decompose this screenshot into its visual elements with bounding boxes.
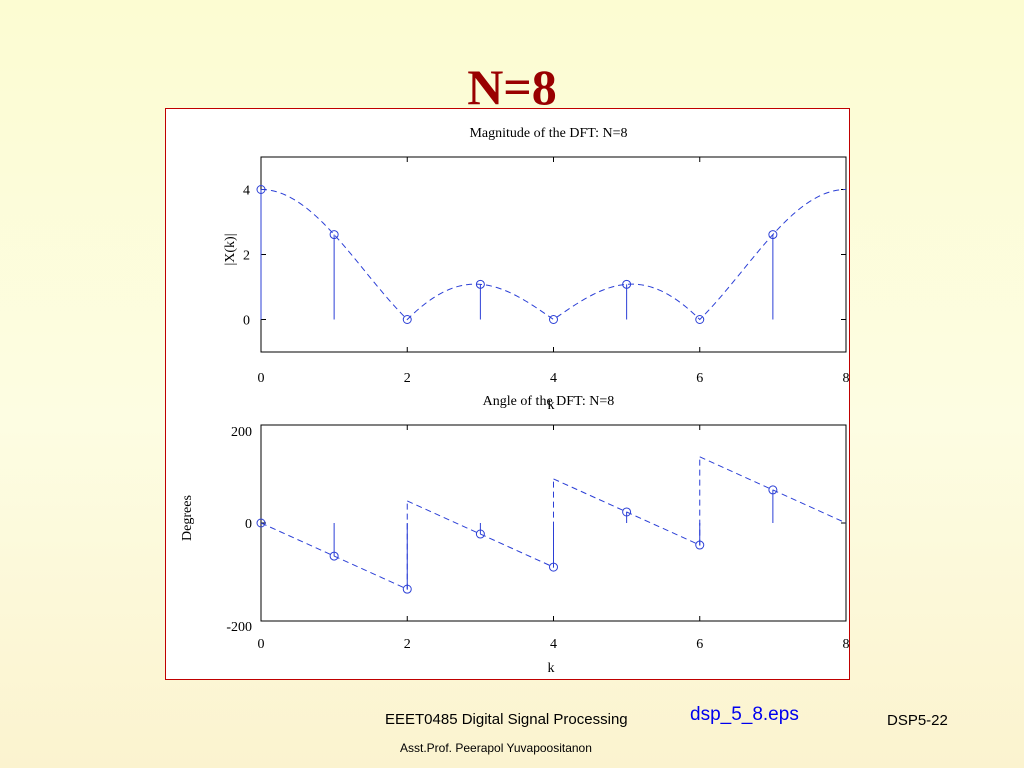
angle-stem-marker (622, 507, 632, 517)
magnitude-stem-marker (329, 230, 339, 240)
angle-stem-marker (329, 551, 339, 561)
slide-number: DSP5-22 (887, 712, 948, 729)
angle-stem-marker (768, 485, 778, 495)
magnitude-x-tick-label: 6 (696, 371, 703, 386)
magnitude-stem-marker (622, 279, 632, 289)
author-name: Asst.Prof. Peerapol Yuvapoositanon (400, 741, 592, 755)
magnitude-stem-marker (695, 315, 705, 324)
angle-x-tick-label: 6 (696, 637, 703, 652)
magnitude-axes-frame (260, 156, 847, 353)
magnitude-stem-marker (768, 230, 778, 240)
magnitude-y-tick-label: 2 (243, 249, 250, 264)
angle-y-tick-label: 200 (231, 425, 252, 440)
slide-title: N=8 (467, 59, 557, 115)
magnitude-x-tick-label: 8 (843, 371, 850, 386)
angle-x-tick-label: 0 (258, 637, 265, 652)
magnitude-y-tick-label: 0 (243, 314, 250, 329)
angle-y-tick-label: -200 (226, 620, 252, 635)
angle-stem-marker (402, 584, 412, 594)
magnitude-y-axis-label: |X(k)| (223, 233, 238, 265)
angle-stem-marker (475, 529, 485, 539)
angle-x-tick-label: 8 (843, 637, 850, 652)
angle-stem-marker (256, 518, 266, 528)
magnitude-stem-marker (475, 279, 485, 289)
angle-stem-marker (695, 540, 705, 550)
angle-y-axis-label: Degrees (180, 495, 195, 541)
magnitude-y-tick-label: 4 (243, 184, 250, 199)
figure-frame: 0 2 4 6 8 0 2 4 Magnitude of the DFT: N=8 |X(k)| k… (165, 108, 850, 680)
magnitude-stem-marker (402, 315, 412, 324)
magnitude-dashed-envelope (260, 189, 847, 321)
angle-x-axis-label: k (548, 661, 555, 676)
magnitude-stem-marker (256, 185, 266, 194)
magnitude-x-tick-label: 2 (404, 371, 411, 386)
magnitude-stem-marker (549, 315, 558, 324)
angle-y-tick-label: 0 (245, 517, 252, 532)
angle-chart-title: Angle of the DFT: N=8 (483, 394, 615, 409)
course-name: EEET0485 Digital Signal Processing (385, 711, 628, 728)
magnitude-x-tick-label: 4 (550, 371, 557, 386)
magnitude-x-axis-label: k (548, 398, 555, 413)
angle-x-tick-label: 4 (550, 637, 557, 652)
angle-x-tick-label: 2 (404, 637, 411, 652)
angle-stem-marker (549, 562, 558, 572)
dft-figure: 0 2 4 6 8 0 2 4 Magnitude of the DFT: N=8 |X(k)| k… (180, 126, 850, 676)
magnitude-chart-title: Magnitude of the DFT: N=8 (469, 126, 627, 141)
figure-filename-link[interactable]: dsp_5_8.eps (690, 704, 799, 725)
magnitude-x-tick-label: 0 (258, 371, 265, 386)
